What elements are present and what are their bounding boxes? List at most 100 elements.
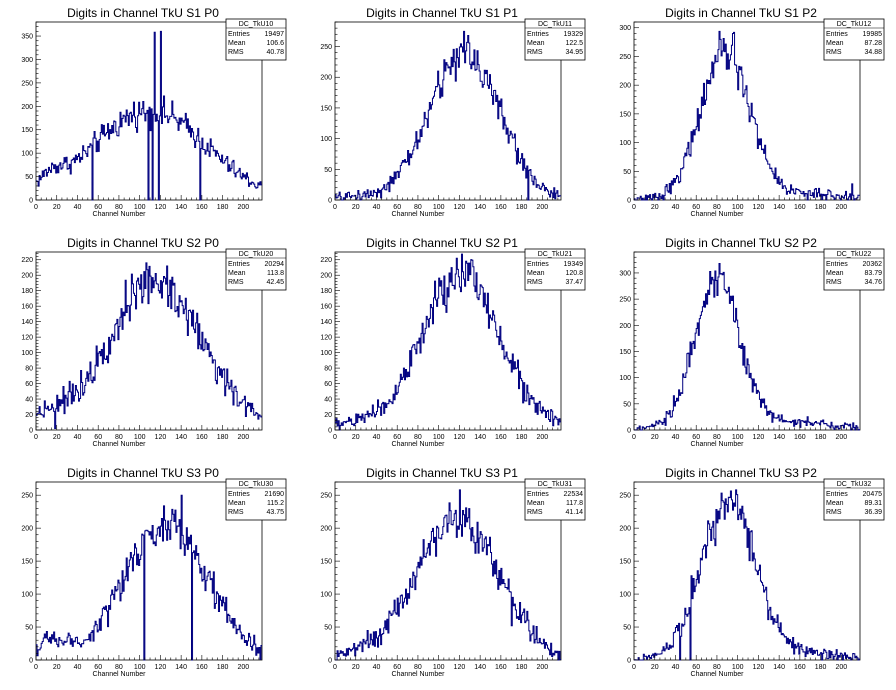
stats-mean-label: Mean	[527, 40, 545, 47]
y-tick-label: 0	[627, 658, 631, 665]
x-axis-title: Channel Number	[392, 441, 446, 448]
y-tick-label: 250	[320, 493, 332, 500]
x-tick-label: 20	[53, 664, 61, 671]
x-tick-label: 60	[393, 204, 401, 211]
x-tick-label: 0	[632, 664, 636, 671]
y-tick-label: 0	[328, 428, 332, 435]
x-tick-label: 100	[134, 434, 146, 441]
x-tick-label: 60	[94, 664, 102, 671]
plot-frame	[334, 21, 562, 201]
y-tick-label: 50	[623, 625, 631, 632]
histogram-series	[335, 489, 561, 661]
x-axis-title: Channel Number	[93, 211, 147, 218]
y-tick-label: 200	[320, 273, 332, 280]
x-tick-label: 200	[536, 204, 548, 211]
x-tick-label: 160	[794, 664, 806, 671]
x-tick-label: 20	[651, 204, 659, 211]
plot-frame	[633, 21, 861, 201]
x-tick-label: 20	[352, 664, 360, 671]
x-tick-label: 140	[175, 434, 187, 441]
stats-mean-label: Mean	[826, 270, 844, 277]
stats-rms-value: 42.45	[266, 279, 284, 286]
y-tick-label: 150	[320, 105, 332, 112]
stats-rms-value: 36.39	[864, 509, 882, 516]
x-tick-label: 140	[474, 664, 486, 671]
y-tick-label: 200	[320, 526, 332, 533]
x-tick-label: 180	[815, 664, 827, 671]
y-tick-label: 160	[320, 304, 332, 311]
y-tick-label: 100	[320, 136, 332, 143]
histogram-pad: Digits in Channel TkU S2 P1 0 20 40 60 80 100 1…	[299, 230, 597, 460]
stats-mean-label: Mean	[228, 500, 246, 507]
y-tick-label: 100	[619, 140, 631, 147]
stats-rms-label: RMS	[826, 279, 842, 286]
x-tick-label: 100	[134, 204, 146, 211]
x-tick-label: 60	[692, 204, 700, 211]
y-tick-label: 80	[324, 366, 332, 373]
x-tick-label: 60	[94, 434, 102, 441]
y-tick-label: 180	[21, 288, 33, 295]
x-axis-title: Channel Number	[691, 671, 745, 678]
y-tick-label: 150	[619, 111, 631, 118]
histogram-chart: Digits in Channel TkU S2 P1 0 20 40 60 80 100 1…	[320, 236, 586, 448]
x-tick-label: 100	[433, 434, 445, 441]
stats-rms-value: 34.76	[864, 279, 882, 286]
x-tick-label: 160	[495, 434, 507, 441]
histogram-series	[335, 253, 561, 431]
stats-name: DC_TkU30	[239, 481, 274, 488]
y-tick-label: 0	[627, 198, 631, 205]
stats-rms-label: RMS	[527, 509, 543, 516]
y-tick-label: 0	[328, 198, 332, 205]
x-tick-label: 20	[352, 204, 360, 211]
y-tick-label: 220	[320, 257, 332, 264]
y-tick-label: 40	[25, 397, 33, 404]
stats-entries-value: 20362	[863, 261, 883, 268]
x-tick-label: 0	[34, 204, 38, 211]
plot-frame	[334, 481, 562, 661]
stats-box	[524, 248, 586, 291]
histogram-pad: Digits in Channel TkU S1 P2 0 20 40 60 80 100 1…	[598, 0, 896, 230]
stats-entries-label: Entries	[826, 31, 848, 38]
x-tick-label: 140	[474, 204, 486, 211]
stats-mean-value: 83.79	[864, 270, 882, 277]
stats-mean-value: 122.5	[565, 40, 583, 47]
stats-mean-value: 87.28	[864, 40, 882, 47]
y-tick-label: 0	[29, 198, 33, 205]
y-tick-label: 100	[619, 592, 631, 599]
x-tick-label: 200	[237, 434, 249, 441]
y-tick-label: 220	[21, 257, 33, 264]
y-tick-label: 150	[21, 559, 33, 566]
stats-name: DC_TkU11	[538, 21, 572, 28]
chart-title: Digits in Channel TkU S2 P0	[67, 236, 219, 250]
histogram-pad: Digits in Channel TkU S2 P0 0 20 40 60 80 100 1…	[0, 230, 298, 460]
x-tick-label: 100	[134, 664, 146, 671]
histogram-series	[36, 30, 262, 201]
x-tick-label: 120	[454, 434, 466, 441]
y-tick-label: 100	[21, 350, 33, 357]
y-tick-label: 0	[29, 658, 33, 665]
histogram-chart: Digits in Channel TkU S2 P2 0 20 40 60 80 100 1…	[619, 236, 885, 448]
y-tick-label: 150	[320, 559, 332, 566]
x-tick-label: 200	[237, 664, 249, 671]
y-tick-label: 50	[25, 174, 33, 181]
y-tick-label: 350	[21, 34, 33, 41]
stats-entries-label: Entries	[228, 491, 250, 498]
x-tick-label: 200	[835, 664, 847, 671]
stats-name: DC_TkU32	[837, 481, 872, 488]
y-tick-label: 140	[21, 319, 33, 326]
stats-entries-value: 21690	[265, 491, 285, 498]
histogram-series	[634, 263, 860, 431]
chart-title: Digits in Channel TkU S2 P2	[665, 236, 817, 250]
histogram-series	[335, 30, 561, 201]
stats-entries-value: 22534	[564, 491, 584, 498]
x-tick-label: 180	[516, 664, 528, 671]
x-tick-label: 80	[713, 434, 721, 441]
stats-mean-value: 89.31	[864, 500, 882, 507]
y-tick-label: 50	[25, 625, 33, 632]
y-tick-label: 140	[320, 319, 332, 326]
x-tick-label: 120	[155, 204, 167, 211]
y-tick-label: 50	[324, 167, 332, 174]
histogram-pad: Digits in Channel TkU S3 P1 0 20 40 60 80 100 1…	[299, 460, 597, 690]
chart-title: Digits in Channel TkU S1 P1	[366, 6, 518, 20]
histogram-chart: Digits in Channel TkU S3 P1 0 20 40 60 80 100 1…	[320, 466, 586, 678]
